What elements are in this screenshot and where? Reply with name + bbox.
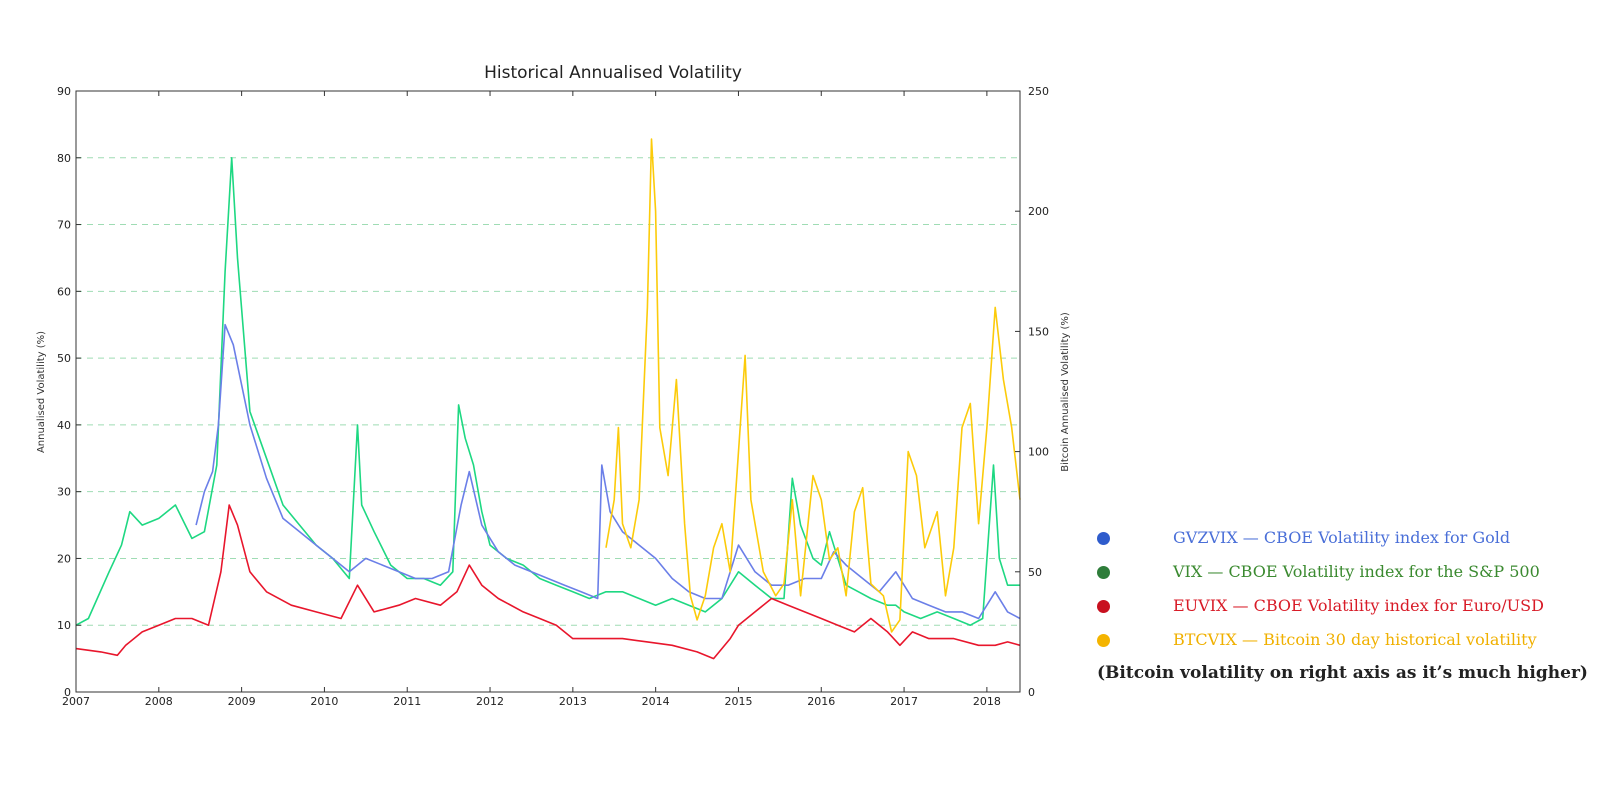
- y-tick-label: 60: [57, 285, 71, 298]
- legend-dot-icon: [1097, 634, 1110, 647]
- legend-item-gvzvix: GVZVIX — CBOE Volatility index for Gold: [1097, 528, 1587, 562]
- x-tick-label: 2010: [310, 695, 338, 708]
- y-tick-label: 80: [57, 152, 71, 165]
- x-tick-label: 2018: [973, 695, 1001, 708]
- y2-tick-label: 0: [1028, 686, 1035, 699]
- plot-frame: [75, 90, 1021, 693]
- legend-label: VIX — CBOE Volatility index for the S&P …: [1173, 562, 1540, 581]
- legend-item-euvix: EUVIX — CBOE Volatility index for Euro/U…: [1097, 596, 1587, 630]
- y-tick-label: 0: [64, 686, 71, 699]
- series-line-vix: [75, 157, 1020, 627]
- x-tick-label: 2007: [62, 695, 90, 708]
- x-tick-label: 2013: [559, 695, 587, 708]
- y2-tick-label: 250: [1028, 85, 1049, 98]
- legend-dot-icon: [1097, 600, 1110, 613]
- legend-note: (Bitcoin volatility on right axis as it’…: [1097, 663, 1588, 683]
- series-line-btcvix: [605, 138, 1021, 633]
- x-tick-label: 2011: [393, 695, 421, 708]
- series-lines: [75, 138, 1021, 660]
- y-tick-label: 20: [57, 552, 71, 565]
- grid-lines: [76, 157, 1020, 626]
- y2-tick-label: 100: [1028, 446, 1049, 459]
- legend-item-btcvix: BTCVIX — Bitcoin 30 day historical volat…: [1097, 630, 1587, 664]
- y-tick-label: 10: [57, 619, 71, 632]
- x-tick-label: 2008: [145, 695, 173, 708]
- legend-label: BTCVIX — Bitcoin 30 day historical volat…: [1173, 630, 1537, 649]
- x-tick-label: 2014: [642, 695, 670, 708]
- legend-label: GVZVIX — CBOE Volatility index for Gold: [1173, 528, 1511, 547]
- y-tick-label: 40: [57, 419, 71, 432]
- y2-tick-label: 150: [1028, 325, 1049, 338]
- y-axis-label: Annualised Volatility (%): [36, 331, 47, 453]
- y2-tick-label: 200: [1028, 205, 1049, 218]
- legend-label: EUVIX — CBOE Volatility index for Euro/U…: [1173, 596, 1544, 615]
- legend-item-vix: VIX — CBOE Volatility index for the S&P …: [1097, 562, 1587, 596]
- chart-title: Historical Annualised Volatility: [484, 63, 742, 83]
- y-tick-label: 30: [57, 486, 71, 499]
- legend-dot-icon: [1097, 532, 1110, 545]
- y2-tick-label: 50: [1028, 566, 1042, 579]
- x-tick-label: 2009: [228, 695, 256, 708]
- y-tick-label: 50: [57, 352, 71, 365]
- series-line-gvzvix: [195, 323, 1021, 620]
- y2-axis-label: Bitcoin Annualised Volatility (%): [1060, 312, 1071, 472]
- legend: GVZVIX — CBOE Volatility index for Gold …: [1097, 528, 1588, 683]
- x-tick-label: 2017: [890, 695, 918, 708]
- legend-dot-icon: [1097, 566, 1110, 579]
- x-tick-label: 2015: [724, 695, 752, 708]
- x-tick-label: 2012: [476, 695, 504, 708]
- y-tick-label: 70: [57, 219, 71, 232]
- series-line-euvix: [75, 504, 1021, 660]
- y-tick-label: 90: [57, 85, 71, 98]
- axis-ticks: 2007 2008 2009 2010 2011 2012 2013 2014 2015 2016…: [57, 85, 1049, 708]
- x-tick-label: 2016: [807, 695, 835, 708]
